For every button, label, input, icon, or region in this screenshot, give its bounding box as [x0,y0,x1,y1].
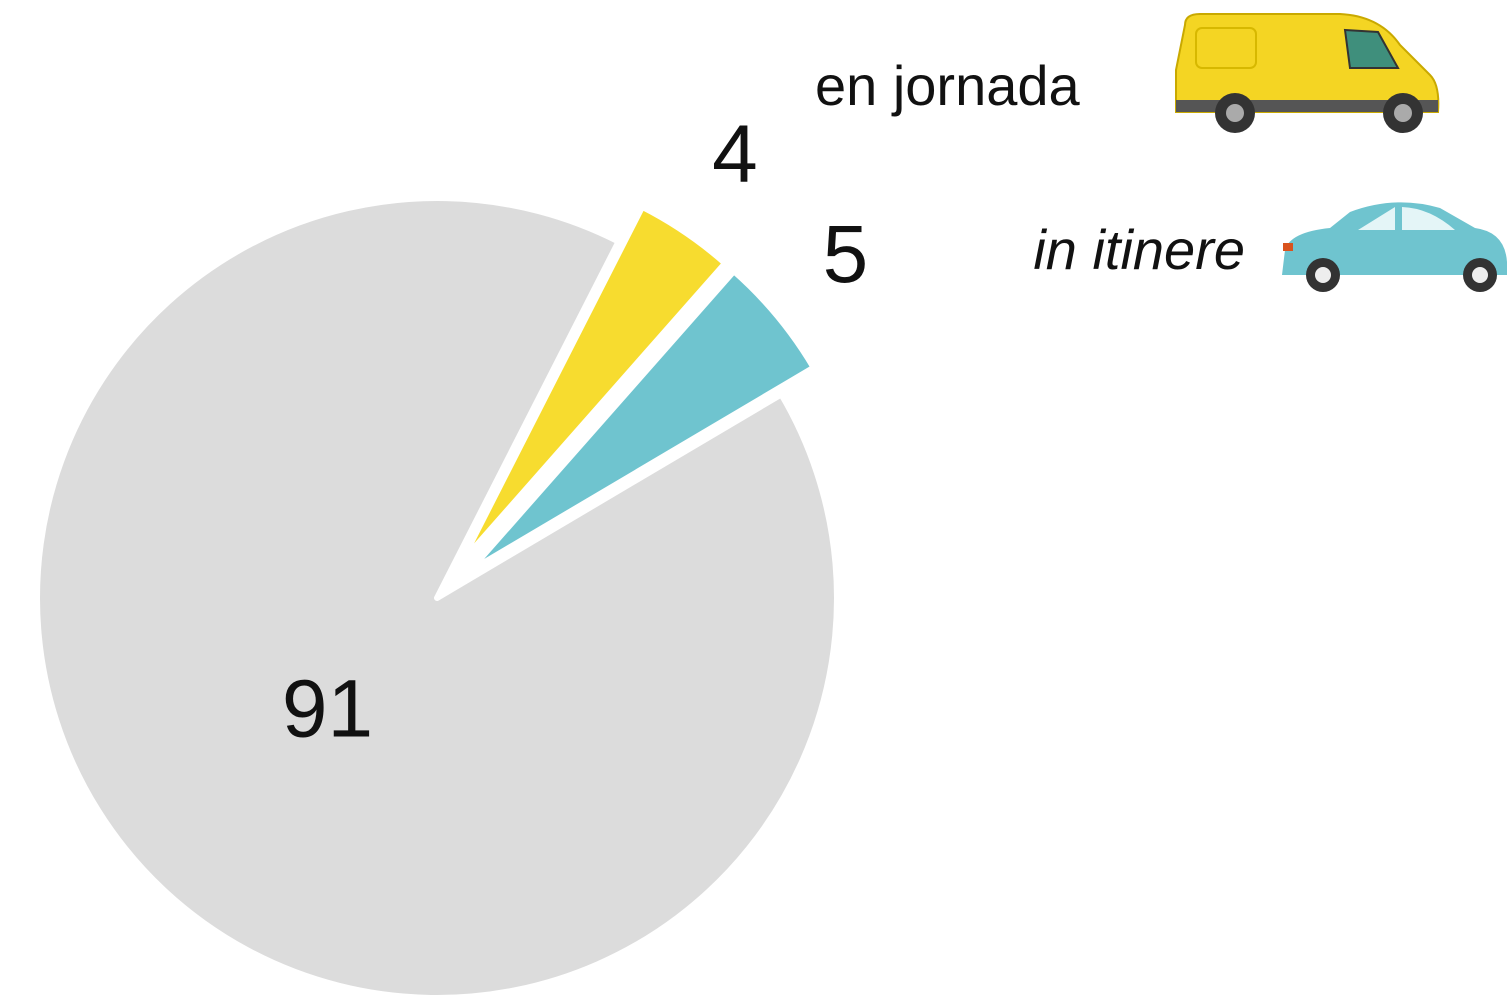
legend-label: en jornada [815,54,1081,117]
value-label: 5 [823,209,869,300]
value-label: 4 [712,108,758,199]
pie: 45 91 [34,108,869,997]
legend: en jornada in itinere [815,13,1507,292]
value-label: 91 [282,663,373,754]
van-icon [1175,13,1440,133]
pie-slice [457,203,729,567]
pie-slice [466,268,817,575]
legend-label: in itinere [1033,218,1245,281]
pie-slice [34,195,840,997]
car-icon [1282,202,1507,292]
